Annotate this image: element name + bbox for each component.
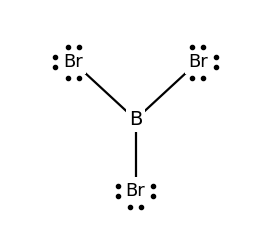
- Text: Br: Br: [63, 53, 83, 71]
- Text: Br: Br: [188, 53, 208, 71]
- Text: B: B: [129, 110, 142, 129]
- Text: Br: Br: [126, 182, 145, 200]
